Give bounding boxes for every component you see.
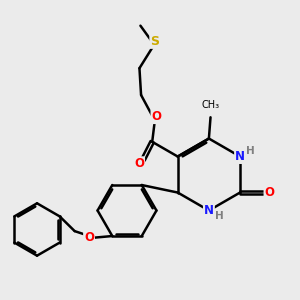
Text: CH₃: CH₃	[202, 100, 220, 110]
Text: O: O	[265, 186, 275, 199]
Text: O: O	[84, 231, 94, 244]
Text: H: H	[215, 212, 224, 221]
Text: S: S	[150, 35, 159, 48]
Text: O: O	[134, 157, 144, 170]
Text: O: O	[152, 110, 161, 123]
Text: N: N	[235, 150, 245, 163]
Text: N: N	[204, 204, 214, 217]
Text: H: H	[246, 146, 255, 156]
